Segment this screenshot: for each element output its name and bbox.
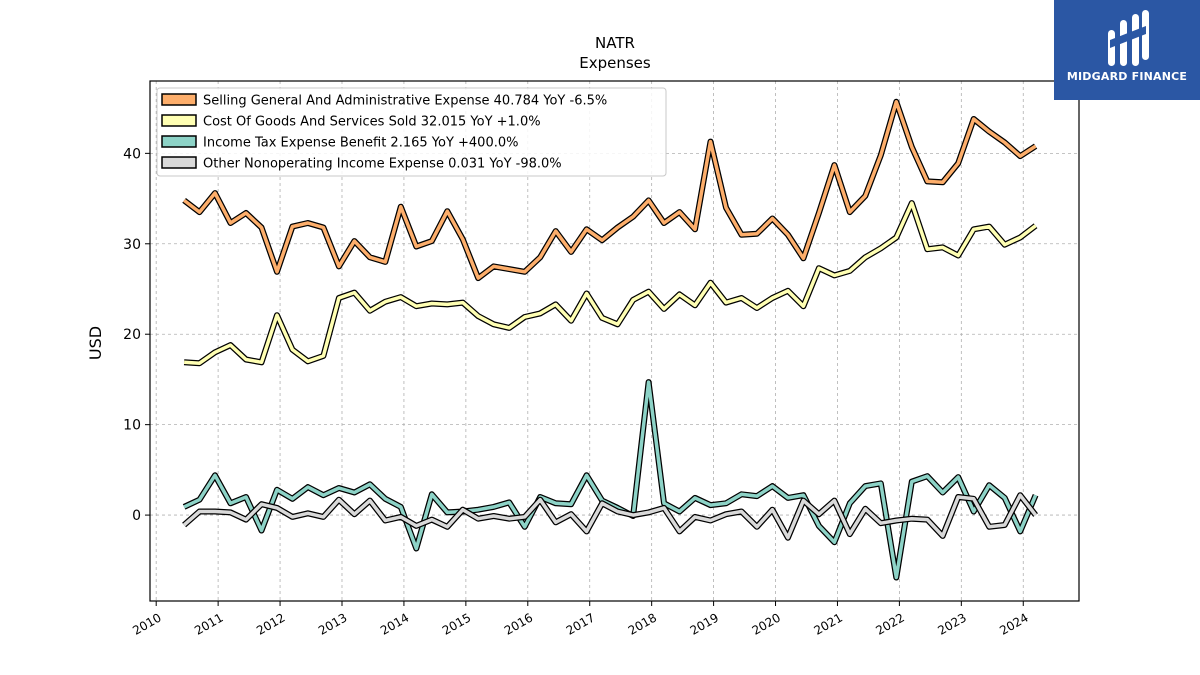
x-tick-label: 2023 (935, 610, 968, 637)
x-tick-label: 2022 (873, 610, 906, 637)
chart-title: NATR (595, 34, 635, 52)
x-tick-label: 2018 (626, 610, 659, 637)
x-tick-label: 2015 (440, 610, 473, 637)
x-tick-label: 2014 (378, 610, 411, 637)
brand-logo-mark (1054, 0, 1200, 100)
x-tick-label: 2021 (812, 610, 845, 637)
brand-name: MIDGARD FINANCE (1066, 70, 1188, 83)
y-tick-label: 0 (132, 508, 141, 524)
legend-label-0: Selling General And Administrative Expen… (203, 94, 607, 109)
series-line-0 (183, 100, 1037, 280)
y-axis-label: USD (86, 326, 105, 360)
plot-frame (149, 80, 1080, 602)
legend-label-1: Cost Of Goods And Services Sold 32.015 Y… (203, 115, 541, 130)
y-tick-label: 40 (123, 146, 141, 162)
x-tick-label: 2012 (254, 610, 287, 637)
y-tick-label: 10 (123, 418, 141, 434)
series-outline-2 (182, 379, 1039, 581)
chart-subtitle: Expenses (579, 54, 651, 72)
x-tick-label: 2019 (688, 610, 721, 637)
series-line-2 (183, 380, 1038, 580)
legend: Selling General And Administrative Expen… (156, 87, 667, 177)
x-tick-label: 2024 (997, 610, 1030, 637)
x-axis: 2010 2011 2012 2013 2014 2015 2016 2017 2018 2019… (130, 601, 1031, 638)
x-tick-label: 2016 (502, 610, 535, 637)
x-tick-label: 2020 (750, 610, 783, 637)
legend-box (156, 87, 667, 177)
series-line-3 (182, 493, 1037, 540)
x-tick-label: 2010 (130, 610, 163, 637)
legend-label-3: Other Nonoperating Income Expense 0.031 … (203, 157, 562, 172)
x-tick-label: 2017 (564, 610, 597, 637)
y-axis: 0 10 20 30 40 (123, 146, 150, 524)
y-tick-label: 30 (123, 237, 141, 253)
x-tick-label: 2013 (316, 610, 349, 637)
legend-swatch-0 (161, 93, 197, 106)
legend-swatch-2 (161, 135, 197, 148)
y-tick-label: 20 (123, 327, 141, 343)
x-tick-label: 2011 (192, 610, 225, 637)
series-line-1 (183, 201, 1037, 365)
series-lines (182, 98, 1039, 581)
brand-logo: MIDGARD FINANCE (1054, 0, 1200, 100)
legend-swatch-1 (161, 114, 197, 127)
brand-logo-symbol (1108, 10, 1149, 66)
legend-swatch-3 (161, 156, 197, 169)
legend-label-2: Income Tax Expense Benefit 2.165 YoY +40… (203, 136, 518, 151)
